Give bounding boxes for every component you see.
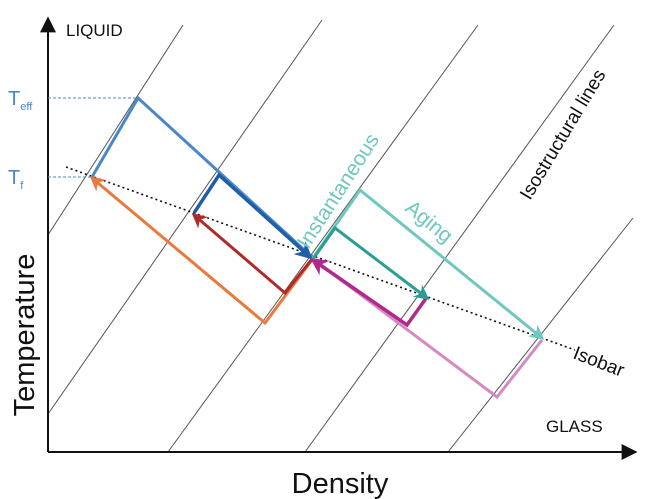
isobar-line <box>65 166 576 351</box>
t-eff-label: Teff <box>8 88 33 113</box>
t-f-main: T <box>8 167 20 189</box>
x-axis-label: Density <box>292 468 389 499</box>
t-f-label: Tf <box>8 167 24 192</box>
axes <box>40 16 638 460</box>
aging-label: Aging <box>401 196 457 248</box>
isobar-label: Isobar <box>570 343 627 382</box>
dark-blue-path <box>192 172 313 260</box>
glass-label: GLASS <box>546 417 603 436</box>
pink-path <box>312 257 544 400</box>
y-axis-label: Temperature <box>9 254 41 417</box>
red-path <box>191 213 314 296</box>
light-blue-path <box>90 95 314 259</box>
isostructural-line-1 <box>47 24 184 236</box>
dark-teal-path <box>311 225 430 300</box>
isostructural-lines <box>47 19 634 453</box>
isostructural-line-3 <box>167 24 479 453</box>
isostructural-line-2 <box>47 19 323 415</box>
t-f-sub: f <box>20 180 24 192</box>
t-eff-main: T <box>8 88 20 110</box>
instantaneous-label: Instantaneous <box>293 130 384 253</box>
liquid-label: LIQUID <box>66 21 123 40</box>
magenta-path <box>310 258 429 328</box>
t-eff-sub: eff <box>20 101 33 113</box>
isostructural-line-4 <box>304 24 615 453</box>
isostructural-lines-label: Isostructural lines <box>516 66 610 204</box>
